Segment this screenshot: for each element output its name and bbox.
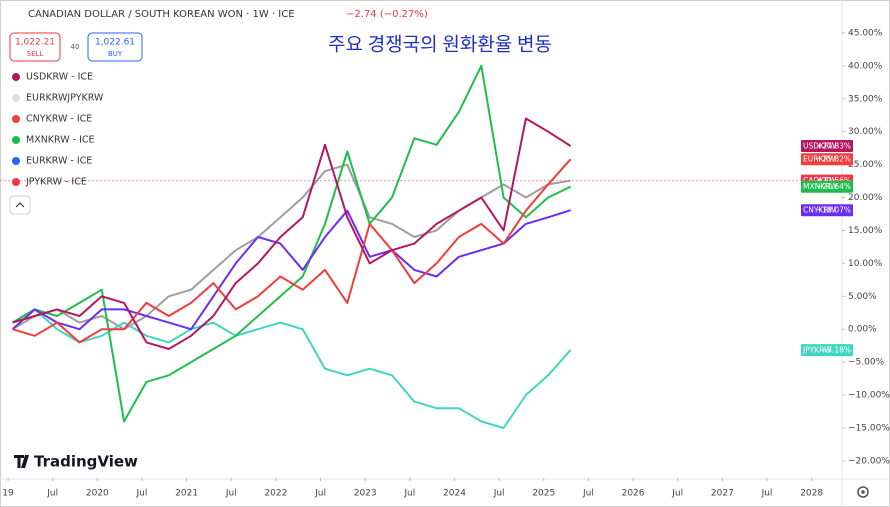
price-tag-name: CNYKRW [803, 206, 836, 215]
x-tick-label: 19 [2, 489, 14, 499]
sell-label[interactable]: SELL [27, 50, 44, 58]
x-tick-label: Jul [136, 489, 148, 499]
collapse-icon[interactable] [15, 202, 25, 208]
sell-price[interactable]: 1,022.21 [15, 38, 55, 48]
y-tick-label: −15.00% [848, 423, 890, 433]
spread: 40 [71, 43, 80, 51]
x-tick-label: Jul [493, 489, 505, 499]
x-tick-label: Jul [671, 489, 683, 499]
x-tick-label: 2020 [86, 489, 109, 499]
x-tick-label: 2023 [354, 489, 377, 499]
x-tick-label: 2025 [532, 489, 555, 499]
x-tick-label: 2022 [264, 489, 287, 499]
y-tick-label: −20.00% [848, 456, 890, 466]
price-tag-name: JPYKRW [802, 346, 832, 355]
y-tick-label: −5.00% [848, 358, 885, 368]
price-tag [801, 344, 853, 357]
settings-icon[interactable] [857, 486, 869, 498]
y-tick-label: 15.00% [848, 226, 883, 236]
plot-area [0, 64, 801, 429]
legend-entry: EURKRW - ICE [26, 156, 92, 167]
legend-entry: JPYKRW - ICE [25, 177, 87, 188]
price-tag [801, 204, 853, 217]
price-tag-name: MXNKRW [803, 182, 838, 191]
legend-entry: CNYKRW - ICE [26, 114, 92, 125]
logo-icon [14, 455, 29, 468]
chart-title: CANADIAN DOLLAR / SOUTH KOREAN WON · 1W … [28, 9, 295, 20]
legend-icon [12, 136, 20, 144]
x-tick-label: 2027 [711, 489, 734, 499]
legend-icon [12, 73, 20, 81]
price-change: −2.74 (−0.27%) [346, 9, 428, 20]
buy-price[interactable]: 1,022.61 [95, 38, 135, 48]
y-tick-label: −10.00% [848, 391, 890, 401]
series-line [11, 308, 572, 429]
legend-entry: EURKRWJPYKRW [26, 93, 104, 104]
price-tag-value: +25.82% [816, 155, 851, 164]
x-tick-label: Jul [761, 489, 773, 499]
y-tick-label: 30.00% [848, 127, 883, 137]
x-tick-label: Jul [225, 489, 237, 499]
chart-subtitle: 주요 경쟁국의 원화환율 변동 [328, 33, 552, 55]
price-tag [801, 153, 853, 166]
series-line [11, 209, 571, 331]
price-tag-value: +27.83% [816, 141, 851, 150]
y-tick-label: 40.00% [848, 61, 883, 71]
price-tag-value: −3.18% [821, 346, 851, 355]
price-tag-name: USDKRW [803, 141, 837, 150]
buy-button[interactable] [87, 32, 143, 62]
y-tick-label: 25.00% [848, 160, 883, 170]
x-tick-label: 2026 [622, 489, 645, 499]
x-tick-label: Jul [314, 489, 326, 499]
y-tick-label: 45.00% [848, 28, 883, 38]
x-tick-label: Jul [582, 489, 594, 499]
legend-icon [12, 94, 20, 102]
buy-label[interactable]: BUY [108, 50, 123, 58]
legend-icon [12, 157, 20, 165]
series-line [12, 117, 572, 350]
x-tick-label: Jul [46, 489, 58, 499]
x-tick-label: Jul [403, 489, 415, 499]
overlay: CANADIAN DOLLAR / SOUTH KOREAN WON · 1W … [9, 9, 869, 498]
legend-entry: USDKRW - ICE [26, 72, 93, 83]
price-tag-value: +18.07% [816, 206, 851, 215]
y-tick-label: 5.00% [848, 292, 877, 302]
settings-icon-center[interactable] [861, 490, 865, 494]
y-tick-label: 20.00% [848, 193, 883, 203]
legend-entry: MXNKRW - ICE [26, 135, 95, 146]
price-tag-name: EURKRW [803, 155, 836, 164]
price-tag [801, 139, 853, 152]
y-tick-label: 0.00% [848, 325, 877, 335]
x-tick-label: 2024 [443, 489, 466, 499]
series-line [11, 64, 572, 423]
series-line [12, 158, 572, 344]
collapse-button[interactable] [9, 195, 31, 215]
price-tag-name: CADKRW [803, 176, 837, 185]
legend-icon [12, 178, 20, 186]
logo-text: TradingView [34, 453, 138, 471]
y-tick-label: 10.00% [848, 259, 883, 269]
price-tag-value: +21.64% [816, 182, 851, 191]
legend-icon [12, 115, 20, 123]
x-tick-label: 2021 [175, 489, 198, 499]
y-tick-label: 35.00% [848, 94, 883, 104]
price-tag-value: +22.56% [816, 176, 851, 185]
x-tick-label: 2028 [800, 489, 823, 499]
price-tag [801, 180, 853, 193]
sell-button[interactable] [9, 32, 61, 62]
